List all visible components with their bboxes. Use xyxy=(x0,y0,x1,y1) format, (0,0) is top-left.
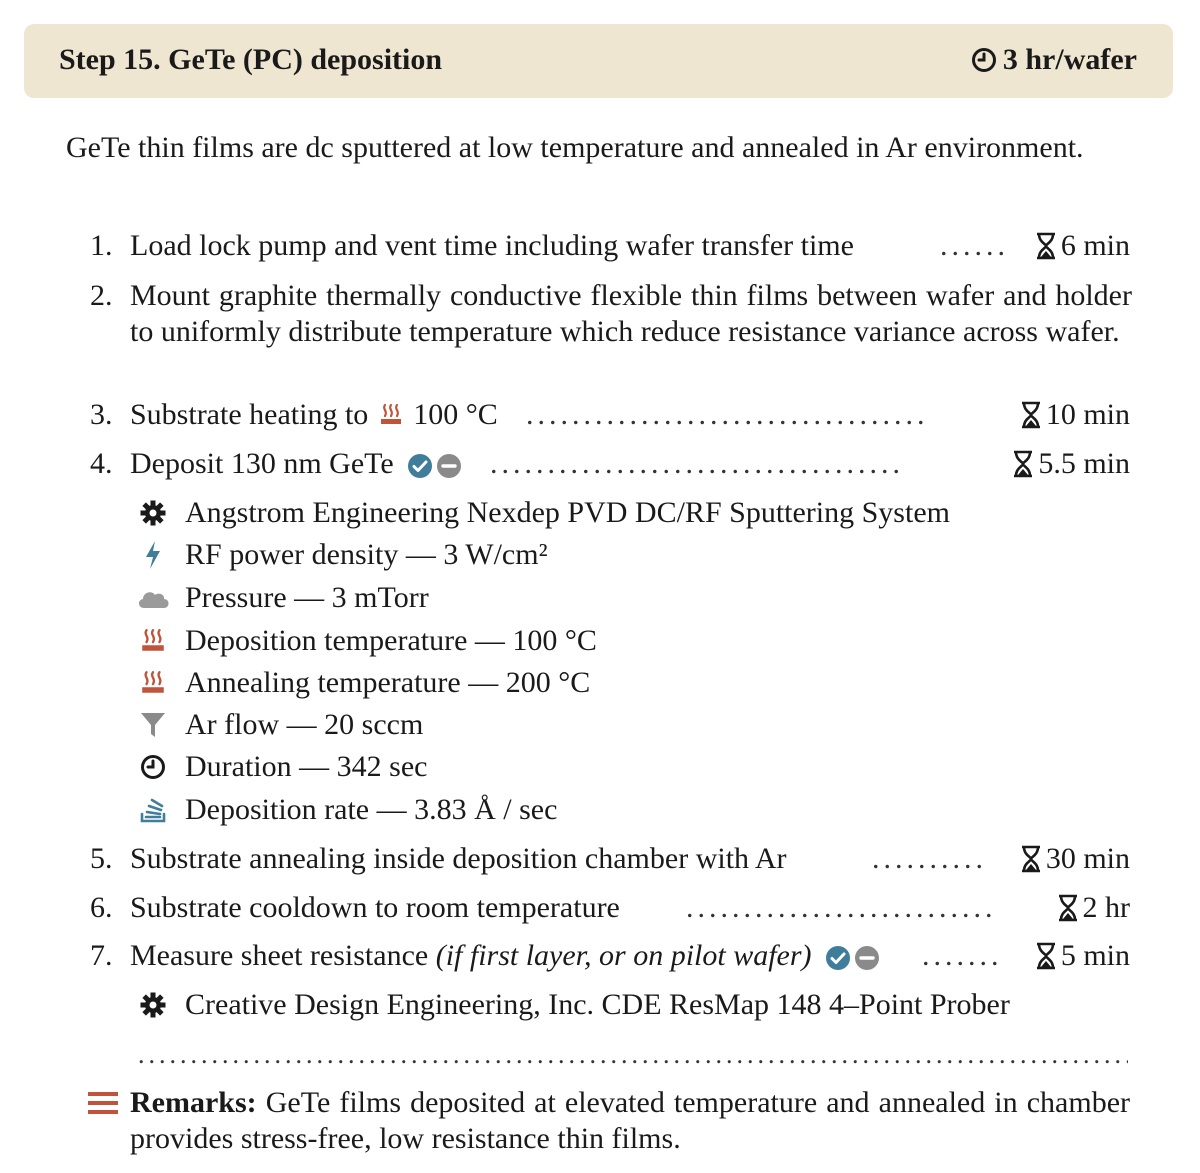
step-text: Measure sheet resistance (if first layer… xyxy=(130,936,883,976)
param-text: RF power density — 3 W/cm² xyxy=(185,538,548,571)
step-text: Substrate annealing inside deposition ch… xyxy=(130,842,787,875)
dot-leader: .................................... xyxy=(490,447,904,480)
step-time-text: 2 hr xyxy=(1082,891,1131,924)
hourglass-icon xyxy=(1058,894,1077,922)
dotted-separator: ........................................… xyxy=(138,1040,1128,1069)
heat-icon xyxy=(380,403,401,424)
minus-circle-icon xyxy=(437,454,462,479)
clock-icon xyxy=(141,755,165,779)
status-icons xyxy=(825,945,883,971)
list-icon xyxy=(88,1092,118,1114)
step-text-main: Measure sheet resistance xyxy=(130,939,429,972)
param-pressure: Pressure — 3 mTorr xyxy=(130,577,1130,619)
step-time-text: 5 min xyxy=(1060,939,1130,972)
param-text: Ar flow — 20 sccm xyxy=(185,708,424,741)
param-text: Creative Design Engineering, Inc. CDE Re… xyxy=(185,988,1010,1021)
step-7: 7. Measure sheet resistance (if first la… xyxy=(0,936,1200,976)
step-time-text: 30 min xyxy=(1045,842,1130,875)
step-time: 10 min xyxy=(1020,395,1130,435)
step-number: 2. xyxy=(90,279,113,312)
check-circle-icon xyxy=(826,946,851,971)
dot-leader: ....... xyxy=(922,939,1003,972)
hourglass-icon xyxy=(1036,232,1055,260)
param-text: Annealing temperature — 200 °C xyxy=(185,666,591,699)
step-number: 5. xyxy=(90,842,113,875)
param-text: Deposition temperature — 100 °C xyxy=(185,624,597,657)
step-title: Step 15. GeTe (PC) deposition xyxy=(59,43,443,76)
step-time: 2 hr xyxy=(1057,888,1131,928)
step-number: 3. xyxy=(90,398,113,431)
hourglass-icon xyxy=(1036,942,1055,970)
param-text: Duration — 342 sec xyxy=(185,750,428,783)
step-text-before: Substrate heating to xyxy=(130,398,369,431)
layers-icon xyxy=(140,798,166,823)
step-5: 5. Substrate annealing inside deposition… xyxy=(0,839,1200,879)
step-4: 4. Deposit 130 nm GeTe .................… xyxy=(0,444,1200,484)
remarks: Remarks: GeTe films deposited at elevate… xyxy=(130,1085,1130,1157)
step-time-text: 5.5 min xyxy=(1038,447,1130,480)
step-number: 6. xyxy=(90,891,113,924)
param-power: RF power density — 3 W/cm² xyxy=(130,534,1130,576)
param-anneal-temp: Annealing temperature — 200 °C xyxy=(130,662,1130,704)
param-ar-flow: Ar flow — 20 sccm xyxy=(130,704,1130,746)
step-3: 3. Substrate heating to 100 °C .........… xyxy=(0,395,1200,435)
param-duration: Duration — 342 sec xyxy=(130,746,1130,788)
dot-leader: .......... xyxy=(872,842,987,875)
step-text: Substrate cooldown to room temperature xyxy=(130,891,620,924)
lightning-icon xyxy=(146,541,160,569)
step-number: 7. xyxy=(90,939,113,972)
param-tool: Creative Design Engineering, Inc. CDE Re… xyxy=(130,984,1130,1026)
param-tool: Angstrom Engineering Nexdep PVD DC/RF Sp… xyxy=(130,492,1130,534)
dot-leader: ...... xyxy=(940,229,1009,262)
param-text: Deposition rate — 3.83 Å / sec xyxy=(185,793,558,826)
step-number: 4. xyxy=(90,447,113,480)
intro-text: GeTe thin films are dc sputtered at low … xyxy=(66,131,1084,164)
gear-icon xyxy=(140,992,166,1018)
cloud-icon xyxy=(138,592,169,608)
step-1: 1. Load lock pump and vent time includin… xyxy=(0,226,1200,266)
step-text: Load lock pump and vent time including w… xyxy=(130,229,854,262)
step-note: (if first layer, or on pilot wafer) xyxy=(435,939,812,972)
step-time: 5.5 min xyxy=(1012,444,1130,484)
check-circle-icon xyxy=(408,454,433,479)
step-time: 5 min xyxy=(1035,936,1130,976)
heat-icon xyxy=(142,629,164,651)
step-text: Substrate heating to 100 °C xyxy=(130,395,498,435)
step-time: 30 min xyxy=(1020,839,1130,879)
hourglass-icon xyxy=(1021,401,1040,429)
step-time-text: 10 min xyxy=(1045,398,1130,431)
param-dep-temp: Deposition temperature — 100 °C xyxy=(130,620,1130,662)
dot-leader: ................................... xyxy=(526,398,929,431)
gear-icon xyxy=(140,500,166,526)
step-time-text: 6 min xyxy=(1060,229,1130,262)
hourglass-icon xyxy=(1021,845,1040,873)
funnel-icon xyxy=(141,713,165,737)
step-6: 6. Substrate cooldown to room temperatur… xyxy=(0,888,1200,928)
param-text: Pressure — 3 mTorr xyxy=(185,581,429,614)
status-icons xyxy=(407,453,465,479)
minus-circle-icon xyxy=(855,946,880,971)
heat-icon xyxy=(142,671,164,693)
step-2-text: Mount graphite thermally conductive flex… xyxy=(130,279,1132,348)
remarks-text: GeTe films deposited at elevated tempera… xyxy=(130,1086,1130,1155)
clock-icon xyxy=(971,48,996,72)
step-duration-text: 3 hr/wafer xyxy=(1002,43,1137,76)
hourglass-icon xyxy=(1014,450,1033,478)
param-dep-rate: Deposition rate — 3.83 Å / sec xyxy=(130,789,1130,831)
step-number: 1. xyxy=(90,229,113,262)
step-text: Deposit 130 nm GeTe xyxy=(130,444,465,484)
step-header: Step 15. GeTe (PC) deposition 3 hr/wafer xyxy=(24,24,1173,98)
step-text-after: 100 °C xyxy=(413,398,498,431)
step-time: 6 min xyxy=(1035,226,1130,266)
remarks-label: Remarks: xyxy=(130,1086,257,1119)
param-text: Angstrom Engineering Nexdep PVD DC/RF Sp… xyxy=(185,496,950,529)
dot-leader: ........................... xyxy=(686,891,997,924)
step-duration: 3 hr/wafer xyxy=(971,42,1137,78)
step-text-main: Deposit 130 nm GeTe xyxy=(130,447,394,480)
